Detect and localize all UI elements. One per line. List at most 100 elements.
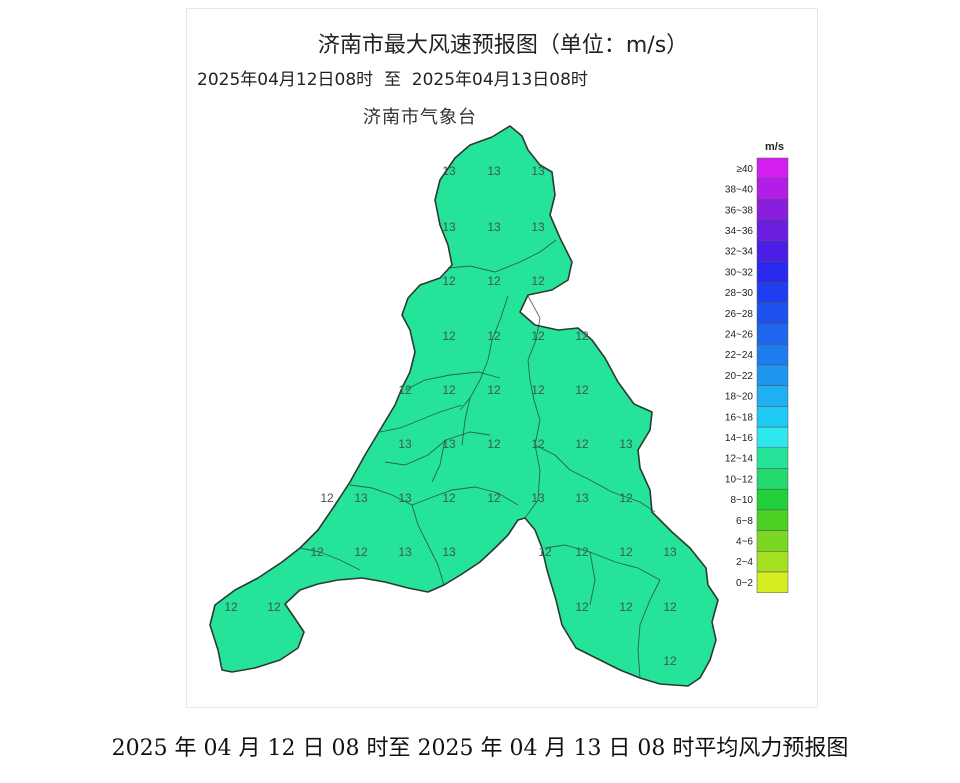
legend-swatch bbox=[756, 385, 789, 407]
wind-value-label: 12 bbox=[487, 491, 501, 505]
wind-value-label: 12 bbox=[575, 600, 589, 614]
district-boundary bbox=[461, 397, 471, 446]
wind-value-label: 13 bbox=[487, 164, 501, 178]
district-boundary bbox=[384, 431, 491, 466]
legend-label: 36~38 bbox=[725, 205, 754, 216]
district-boundary bbox=[429, 486, 519, 506]
legend-label: 28~30 bbox=[725, 288, 754, 299]
legend-swatch bbox=[756, 571, 789, 593]
legend-label: 0~2 bbox=[736, 578, 753, 589]
wind-value-label: 12 bbox=[320, 491, 334, 505]
wind-value-label: 12 bbox=[531, 274, 545, 288]
legend-swatch bbox=[756, 157, 789, 179]
wind-value-label: 12 bbox=[619, 491, 633, 505]
legend-swatch bbox=[756, 178, 789, 200]
wind-value-label: 13 bbox=[354, 491, 368, 505]
wind-value-label: 12 bbox=[398, 383, 412, 397]
wind-value-label: 13 bbox=[442, 220, 456, 234]
legend-label: 14~16 bbox=[725, 433, 754, 444]
legend-swatch bbox=[756, 364, 789, 386]
wind-value-label: 12 bbox=[531, 383, 545, 397]
wind-value-label: 12 bbox=[619, 600, 633, 614]
legend-label: 18~20 bbox=[725, 392, 754, 403]
wind-value-label: 12 bbox=[442, 491, 456, 505]
legend-label: 38~40 bbox=[725, 185, 754, 196]
jinan-region-map bbox=[209, 125, 719, 687]
wind-value-label: 13 bbox=[398, 491, 412, 505]
district-boundary bbox=[589, 551, 596, 606]
wind-value-label: 12 bbox=[663, 654, 677, 668]
legend-swatch bbox=[756, 323, 789, 345]
wind-value-label: 12 bbox=[619, 545, 633, 559]
wind-value-label: 13 bbox=[531, 491, 545, 505]
legend-label: 20~22 bbox=[725, 371, 754, 382]
legend-swatch bbox=[756, 551, 789, 573]
legend-swatch bbox=[756, 344, 789, 366]
legend-label: 8~10 bbox=[730, 495, 753, 506]
wind-value-label: 12 bbox=[487, 437, 501, 451]
legend-swatch bbox=[756, 281, 789, 304]
legend-label: 6~8 bbox=[736, 516, 753, 527]
legend-swatch bbox=[756, 426, 789, 449]
legend-label: 32~34 bbox=[725, 247, 754, 258]
legend-swatch bbox=[756, 488, 789, 511]
legend-swatch bbox=[756, 468, 789, 490]
wind-value-label: 12 bbox=[575, 545, 589, 559]
legend-swatch bbox=[756, 530, 789, 552]
district-boundary bbox=[544, 544, 661, 581]
wind-value-label: 13 bbox=[398, 545, 412, 559]
wind-value-label: 12 bbox=[354, 545, 368, 559]
map-agency: 济南市气象台 bbox=[363, 107, 477, 128]
map-time-range: 2025年04月12日08时 至 2025年04月13日08时 bbox=[197, 70, 588, 90]
wind-value-label: 13 bbox=[575, 491, 589, 505]
wind-value-label: 12 bbox=[531, 437, 545, 451]
legend-unit: m/s bbox=[765, 141, 784, 153]
legend-label: 34~36 bbox=[725, 226, 754, 237]
value-labels: 13 13 13 13 13 13 12 12 12 12 12 12 12 12 12 12 12 12 13 13… bbox=[224, 164, 677, 668]
district-boundary bbox=[431, 439, 446, 483]
wind-value-label: 13 bbox=[442, 164, 456, 178]
wind-value-label: 13 bbox=[619, 437, 633, 451]
map-title: 济南市最大风速预报图（单位：m/s） bbox=[317, 33, 689, 58]
wind-value-label: 12 bbox=[663, 600, 677, 614]
district-boundary bbox=[411, 504, 445, 586]
legend-swatch bbox=[756, 261, 789, 283]
wind-value-label: 13 bbox=[442, 437, 456, 451]
legend-label: 24~26 bbox=[725, 329, 754, 340]
wind-value-label: 12 bbox=[442, 329, 456, 343]
wind-value-label: 12 bbox=[224, 600, 238, 614]
legend-swatch bbox=[756, 447, 789, 469]
legend-swatch bbox=[756, 199, 789, 221]
wind-value-label: 12 bbox=[538, 545, 552, 559]
legend-label: 26~28 bbox=[725, 309, 754, 320]
legend-swatch bbox=[756, 509, 789, 531]
legend-label: 4~6 bbox=[736, 536, 753, 547]
legend-label: 2~4 bbox=[736, 557, 753, 568]
district-boundary bbox=[349, 484, 431, 506]
cropped-top-strip bbox=[0, 0, 960, 8]
legend-swatch bbox=[756, 219, 789, 242]
legend-label: 10~12 bbox=[725, 474, 754, 485]
wind-value-label: 12 bbox=[487, 329, 501, 343]
district-boundary bbox=[637, 579, 661, 679]
figure-caption: 2025 年 04 月 12 日 08 时至 2025 年 04 月 13 日 … bbox=[111, 736, 849, 761]
legend-label: 12~14 bbox=[725, 454, 754, 465]
legend-label: ≥40 bbox=[736, 164, 753, 175]
district-boundary bbox=[527, 295, 541, 446]
wind-value-label: 12 bbox=[575, 437, 589, 451]
wind-value-label: 13 bbox=[531, 164, 545, 178]
legend-swatch bbox=[756, 406, 789, 428]
legend-label: 22~24 bbox=[725, 350, 754, 361]
district-boundary bbox=[447, 239, 557, 273]
wind-value-label: 12 bbox=[487, 383, 501, 397]
wind-value-label: 12 bbox=[487, 274, 501, 288]
legend-swatch bbox=[756, 302, 789, 324]
wind-value-label: 13 bbox=[442, 545, 456, 559]
wind-value-label: 12 bbox=[310, 545, 324, 559]
district-boundary bbox=[299, 547, 361, 571]
legend: m/s ≥40 38~40 36~38 34~36 32~34 30~32 28~30 26~2… bbox=[725, 141, 789, 593]
district-boundary bbox=[379, 404, 463, 433]
wind-value-label: 13 bbox=[398, 437, 412, 451]
wind-value-label: 12 bbox=[442, 274, 456, 288]
